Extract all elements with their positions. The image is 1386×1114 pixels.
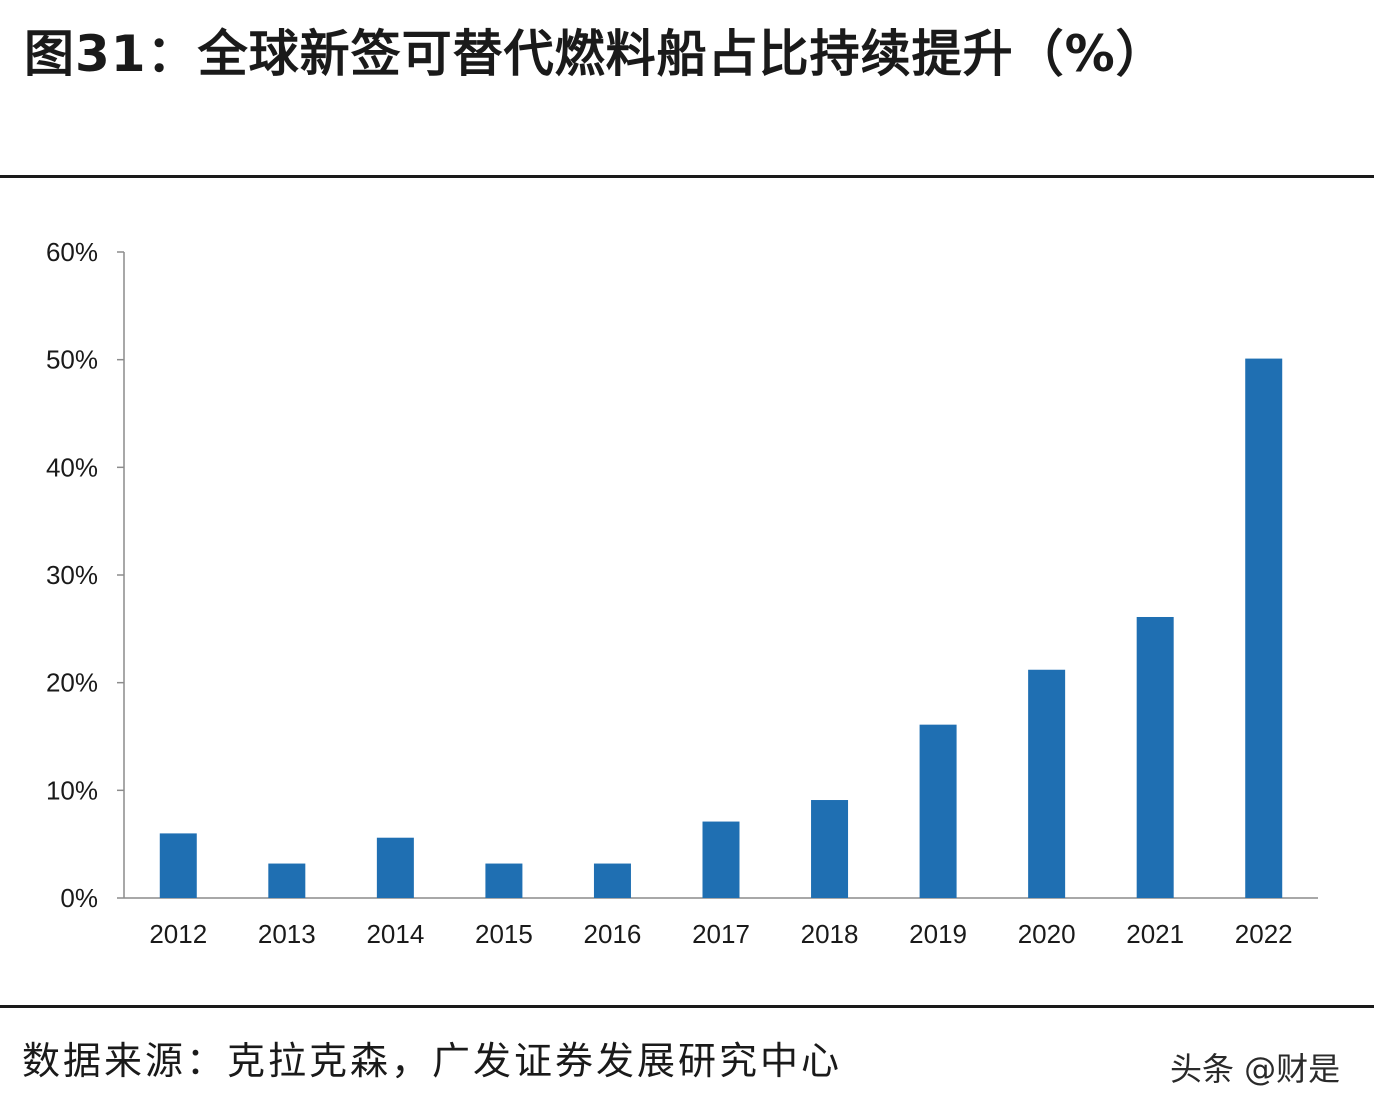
- bar-2016: [593, 863, 631, 898]
- x-tick-label: 2012: [149, 919, 207, 949]
- y-axis: 0% 10% 20% 30% 40% 50% 60%: [46, 237, 125, 913]
- y-tick-label: 0%: [60, 883, 98, 913]
- source-note: 数据来源：克拉克森，广发证券发展研究中心: [22, 1039, 843, 1083]
- x-tick-label: 2021: [1126, 919, 1184, 949]
- bar-2018: [811, 800, 849, 898]
- x-tick-label: 2022: [1235, 919, 1293, 949]
- bar-series: [159, 358, 1283, 899]
- bar-2014: [376, 837, 414, 898]
- x-tick-label: 2016: [584, 919, 642, 949]
- x-tick-label: 2013: [258, 919, 316, 949]
- x-tick-label: 2019: [909, 919, 967, 949]
- y-tick-label: 30%: [46, 560, 98, 590]
- bar-2012: [159, 833, 197, 898]
- bar-2021: [1136, 616, 1174, 898]
- x-tick-label: 2014: [366, 919, 424, 949]
- bar-2020: [1028, 669, 1066, 898]
- figure-title: 图31：全球新签可替代燃料船占比持续提升（%）: [24, 25, 1167, 83]
- x-axis: 2012 2013 2014 2015 2016 2017 2018 2019 2020 2021…: [124, 897, 1318, 949]
- x-tick-label: 2017: [692, 919, 750, 949]
- bar-2015: [485, 863, 523, 898]
- watermark: 头条 @财是: [1170, 1050, 1341, 1088]
- y-tick-label: 60%: [46, 237, 98, 267]
- x-tick-label: 2020: [1018, 919, 1076, 949]
- x-tick-label: 2015: [475, 919, 533, 949]
- bar-2022: [1245, 358, 1283, 899]
- top-divider: [0, 175, 1374, 178]
- y-tick-label: 50%: [46, 345, 98, 375]
- bar-2013: [268, 863, 306, 898]
- bar-2019: [919, 724, 957, 898]
- x-tick-label: 2018: [801, 919, 859, 949]
- bar-2017: [702, 821, 740, 898]
- y-tick-label: 40%: [46, 452, 98, 482]
- bar-chart: 0%10%20%30%40%50%60% 2012 2013 2014 2015 201…: [46, 237, 1318, 949]
- y-tick-label: 20%: [46, 668, 98, 698]
- y-tick-label: 10%: [46, 775, 98, 805]
- bottom-divider: [0, 1005, 1374, 1008]
